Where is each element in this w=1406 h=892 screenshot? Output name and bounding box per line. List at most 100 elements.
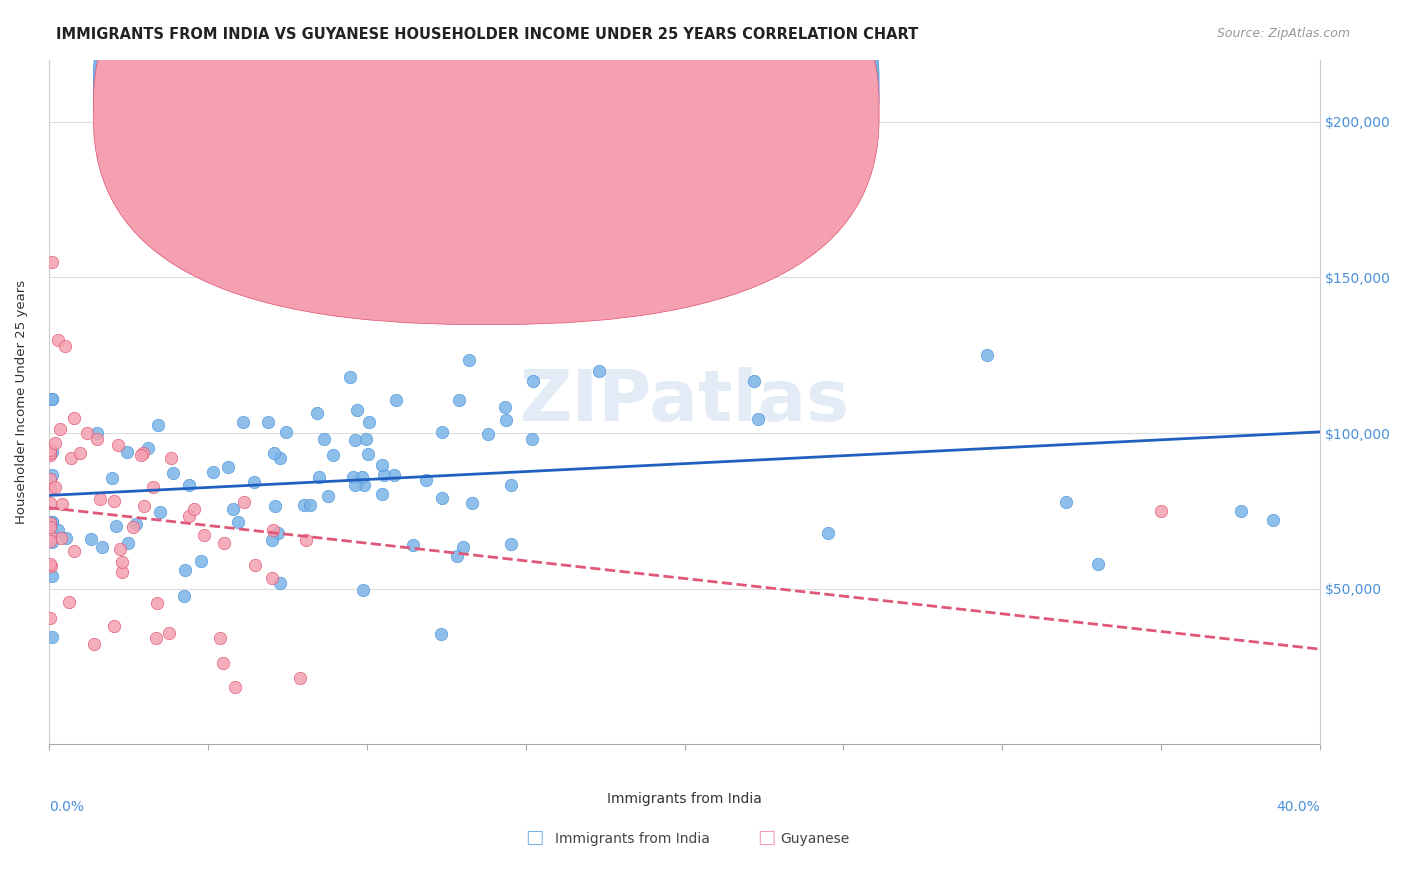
- Point: [91, 540, 114, 554]
- Point: [162, 466, 184, 480]
- Point: [148, 505, 170, 519]
- Point: [1230, 504, 1253, 518]
- Point: [125, 516, 148, 531]
- Point: [211, 656, 233, 670]
- Point: [276, 425, 298, 440]
- Point: [39, 519, 62, 533]
- Point: [269, 575, 291, 590]
- Point: [402, 538, 425, 552]
- Point: [41, 392, 63, 406]
- Point: [110, 565, 132, 579]
- Point: [44, 436, 66, 450]
- Point: [342, 470, 364, 484]
- Point: [346, 402, 368, 417]
- Point: [39, 558, 62, 572]
- Point: [69, 445, 91, 459]
- Point: [432, 491, 454, 506]
- Point: [76, 426, 98, 441]
- Point: [39, 516, 62, 531]
- Point: [430, 626, 453, 640]
- Point: [41, 515, 63, 529]
- Point: [122, 520, 145, 534]
- Text: Immigrants from India: Immigrants from India: [607, 792, 762, 806]
- Point: [108, 541, 131, 556]
- Point: [142, 480, 165, 494]
- Text: R = 0.015   N = 59: R = 0.015 N = 59: [494, 100, 624, 114]
- FancyBboxPatch shape: [93, 0, 879, 301]
- Point: [385, 392, 408, 407]
- Point: [226, 515, 249, 529]
- Legend: , : ,: [555, 80, 610, 139]
- Point: [446, 549, 468, 563]
- Text: Source: ZipAtlas.com: Source: ZipAtlas.com: [1216, 27, 1350, 40]
- Point: [339, 370, 361, 384]
- Text: ZIPatlas: ZIPatlas: [519, 368, 849, 436]
- Point: [357, 447, 380, 461]
- FancyBboxPatch shape: [93, 0, 879, 325]
- Point: [499, 478, 522, 492]
- Point: [457, 353, 479, 368]
- Point: [373, 468, 395, 483]
- Point: [352, 582, 374, 597]
- Point: [39, 533, 62, 548]
- Point: [111, 555, 134, 569]
- Point: [212, 535, 235, 549]
- Point: [501, 537, 523, 551]
- Point: [63, 410, 86, 425]
- Point: [41, 535, 63, 549]
- Point: [86, 426, 108, 441]
- Point: [115, 444, 138, 458]
- Point: [371, 458, 394, 472]
- Point: [174, 563, 197, 577]
- Point: [314, 433, 336, 447]
- Point: [477, 426, 499, 441]
- Point: [316, 489, 339, 503]
- Point: [39, 482, 62, 496]
- Point: [209, 632, 232, 646]
- Point: [461, 496, 484, 510]
- Point: [350, 469, 373, 483]
- Point: [447, 392, 470, 407]
- Point: [267, 525, 290, 540]
- Point: [292, 498, 315, 512]
- Text: 0.0%: 0.0%: [49, 800, 84, 814]
- Point: [747, 412, 769, 426]
- Point: [307, 406, 329, 420]
- Point: [233, 494, 256, 508]
- Point: [103, 493, 125, 508]
- Point: [179, 508, 201, 523]
- Point: [976, 348, 998, 362]
- Point: [131, 446, 153, 460]
- Point: [260, 571, 283, 585]
- Text: R = 0.433   N = 92: R = 0.433 N = 92: [494, 79, 624, 94]
- Point: [453, 540, 475, 554]
- Point: [264, 499, 287, 513]
- Point: [39, 442, 62, 457]
- Point: [103, 618, 125, 632]
- Point: [41, 467, 63, 482]
- Point: [41, 559, 63, 574]
- Point: [217, 460, 239, 475]
- Point: [269, 451, 291, 466]
- Point: [136, 442, 159, 456]
- Point: [343, 433, 366, 447]
- Point: [48, 333, 70, 347]
- Point: [107, 438, 129, 452]
- Point: [260, 533, 283, 548]
- Point: [39, 448, 62, 462]
- Y-axis label: Householder Income Under 25 years: Householder Income Under 25 years: [15, 280, 28, 524]
- Point: [190, 554, 212, 568]
- Point: [117, 536, 139, 550]
- Point: [80, 532, 103, 546]
- Point: [495, 412, 517, 426]
- Point: [522, 374, 544, 388]
- Point: [86, 433, 108, 447]
- Point: [232, 415, 254, 429]
- Point: [160, 451, 183, 466]
- Point: [39, 496, 62, 510]
- Point: [222, 501, 245, 516]
- Point: [288, 671, 311, 685]
- Point: [262, 524, 284, 538]
- Point: [177, 478, 200, 492]
- Point: [689, 277, 711, 291]
